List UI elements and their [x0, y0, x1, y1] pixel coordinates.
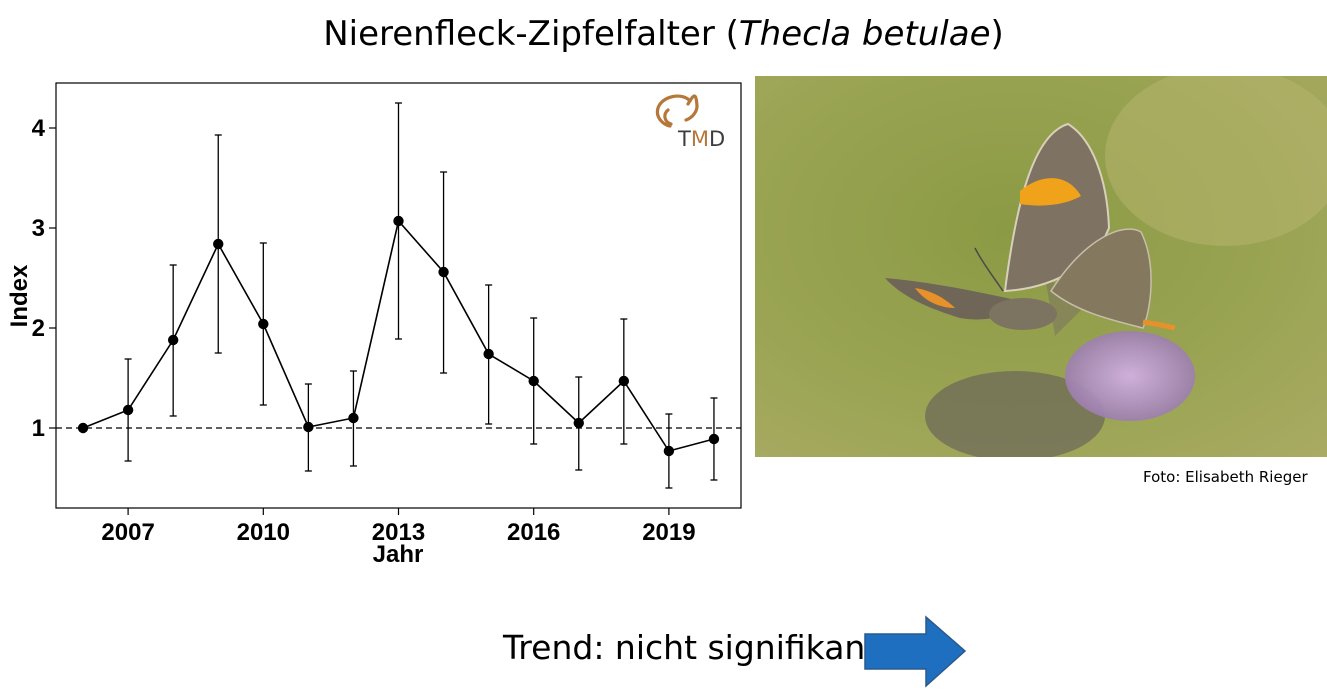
page-title: Nierenfleck-Zipfelfalter (Thecla betulae…	[0, 14, 1327, 54]
data-point	[348, 412, 359, 424]
data-point	[708, 433, 720, 445]
data-point	[438, 266, 449, 278]
data-point	[573, 417, 584, 429]
data-point	[167, 334, 179, 346]
data-point	[528, 375, 539, 387]
y-tick-label: 3	[32, 215, 45, 242]
y-tick-label: 1	[32, 415, 45, 442]
title-open-paren: (	[714, 14, 739, 54]
logo-letter-m: M	[691, 127, 709, 151]
index-line-chart: 2007 2010 2013 2016 2019 1 2 3 4 Jahr Index TMD	[6, 82, 742, 568]
title-close-paren: )	[990, 14, 1004, 54]
data-point	[663, 445, 675, 457]
title-common-name: Nierenfleck-Zipfelfalter	[323, 14, 715, 54]
data-point	[618, 375, 630, 387]
y-axis-title: Index	[6, 264, 33, 327]
data-point	[303, 421, 314, 433]
data-point	[258, 318, 269, 330]
tmd-logo: TMD	[655, 94, 725, 151]
data-point	[213, 238, 224, 250]
y-tick-label: 2	[32, 315, 45, 342]
x-axis-title: Jahr	[373, 541, 424, 568]
photo-credit: Foto: Elisabeth Rieger	[1143, 468, 1308, 486]
data-point	[483, 348, 494, 360]
x-tick-label: 2019	[642, 519, 695, 546]
data-point	[393, 215, 404, 227]
x-tick-label: 2007	[101, 519, 154, 546]
x-tick-label: 2016	[507, 519, 560, 546]
data-point	[77, 422, 89, 434]
x-tick-label: 2010	[237, 519, 290, 546]
logo-letter-d: D	[709, 127, 725, 151]
svg-text:TMD: TMD	[677, 127, 725, 151]
logo-letter-t: T	[677, 127, 691, 151]
title-species-name: Thecla betulae	[738, 14, 991, 54]
data-point	[122, 404, 134, 416]
trend-label: Trend: nicht signifikant	[503, 628, 879, 667]
y-tick-label: 4	[32, 115, 46, 142]
right-arrow-icon	[864, 615, 967, 688]
butterfly-photo	[755, 76, 1327, 457]
x-tick-label: 2013	[372, 519, 425, 546]
butterfly-logo-icon	[655, 94, 699, 128]
